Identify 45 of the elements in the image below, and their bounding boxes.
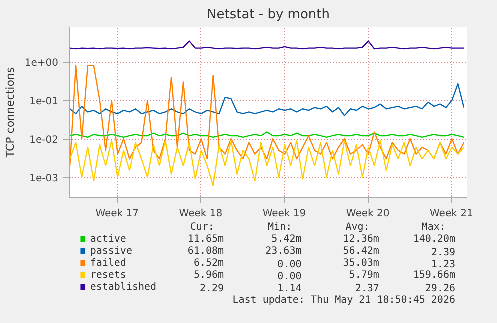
text: 35.03m — [343, 258, 380, 269]
x-tick-label: Week 21 — [430, 208, 474, 220]
text: Max: — [422, 222, 446, 233]
text: 2.37 — [355, 284, 380, 294]
line-series — [70, 40, 465, 50]
text: 56.42m — [343, 246, 380, 257]
legend-label: active — [90, 234, 126, 245]
chart-title: Netstat - by month — [207, 8, 330, 22]
line-series — [70, 65, 465, 166]
text: 159.66m — [413, 270, 456, 281]
text: 11.65m — [188, 234, 224, 245]
text: Avg: — [346, 222, 370, 233]
x-tick-label: Week 19 — [262, 208, 306, 220]
y-tick-label: 1e-03 — [30, 173, 59, 184]
text: 2.29 — [200, 284, 224, 294]
legend-label: established — [90, 282, 157, 293]
line-series — [70, 83, 465, 116]
text: 5.79m — [349, 270, 380, 281]
text: 23.63m — [266, 246, 302, 257]
y-tick-label: 1e-01 — [30, 96, 59, 108]
text: 61.08m — [188, 246, 224, 257]
text: 6.52m — [194, 258, 224, 269]
text: 1.14 — [278, 284, 302, 294]
text: Min: — [268, 222, 292, 233]
text: 0.00 — [278, 272, 302, 282]
text: 29.26 — [425, 284, 456, 294]
text: 5.42m — [272, 234, 302, 245]
text: 1.23 — [431, 260, 456, 270]
y-tick-label: 1e+00 — [24, 58, 59, 70]
text: Cur: — [190, 222, 214, 233]
text: 2.39 — [431, 248, 456, 258]
legend-label: failed — [90, 258, 126, 269]
text: 5.96m — [194, 270, 224, 281]
text: 0.00 — [278, 260, 302, 270]
x-tick-label: Week 18 — [179, 208, 223, 220]
text: 140.20m — [413, 234, 456, 245]
x-tick-label: Week 20 — [346, 208, 390, 220]
line-series — [70, 140, 465, 187]
legend-label: passive — [90, 246, 132, 257]
x-tick-label: Week 17 — [96, 208, 140, 220]
legend-label: resets — [90, 270, 126, 281]
y-axis-title: TCP connections — [4, 67, 17, 159]
text: 12.36m — [343, 234, 380, 245]
y-tick-label: 1e-02 — [30, 135, 59, 146]
text: Last update: Thu May 21 18:50:45 2026 — [232, 295, 456, 306]
